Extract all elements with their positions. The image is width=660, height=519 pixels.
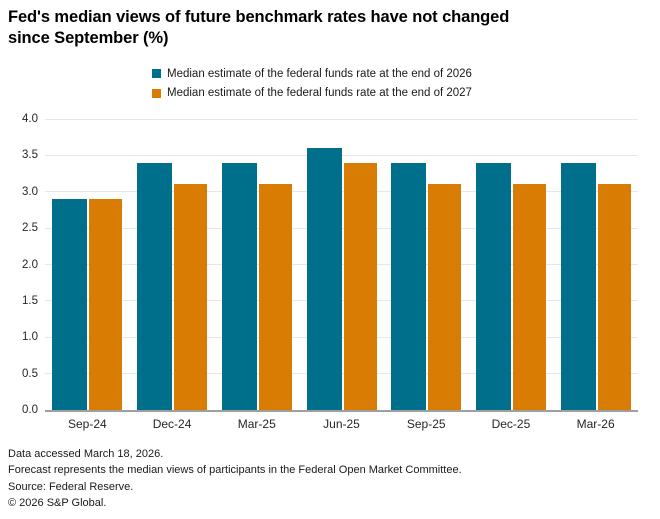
x-tick-label: Mar-26 — [576, 417, 615, 431]
legend: Median estimate of the federal funds rat… — [152, 64, 472, 103]
bar-s1-jun-25 — [343, 162, 377, 410]
footnote-data-accessed: Data accessed March 18, 2026. — [8, 448, 164, 460]
legend-swatch-icon — [152, 69, 161, 79]
footnote-forecast: Forecast represents the median views of … — [8, 464, 462, 476]
bar-s1-mar-26 — [597, 184, 631, 410]
x-tick-label: Dec-24 — [152, 417, 192, 431]
footnote-source: Source: Federal Reserve. — [8, 481, 134, 493]
legend-label: Median estimate of the federal funds rat… — [167, 87, 472, 100]
bar-s1-dec-24 — [174, 184, 208, 410]
gridline — [45, 227, 638, 229]
chart-title-line1: Fed's median views of future benchmark r… — [8, 8, 510, 26]
gridline — [45, 191, 638, 193]
y-tick-label: 0.0 — [22, 404, 38, 416]
gridline — [45, 336, 638, 338]
y-tick-label: 0.5 — [22, 367, 38, 380]
x-axis-line — [45, 410, 638, 412]
bar-s0-dec-25 — [475, 162, 511, 410]
y-tick-label: 2.5 — [22, 222, 38, 235]
gridline — [45, 300, 638, 302]
bar-s0-sep-25 — [391, 162, 427, 410]
gridline — [45, 264, 638, 265]
x-tick-label: Sep-25 — [406, 417, 446, 431]
bar-s1-mar-25 — [258, 184, 292, 410]
gridline — [45, 373, 638, 375]
gridline — [45, 118, 638, 120]
bar-s0-mar-25 — [221, 162, 257, 410]
y-tick-label: 1.0 — [22, 331, 38, 344]
chart-title-line2: since September (%) — [8, 29, 169, 47]
legend-label: Median estimate of the federal funds rat… — [167, 67, 472, 80]
bar-s0-jun-25 — [306, 148, 342, 410]
bar-s0-mar-26 — [560, 162, 596, 410]
legend-swatch-icon — [152, 88, 161, 98]
bar-s0-sep-24 — [52, 199, 88, 410]
legend-item-1: Median estimate of the federal funds rat… — [152, 84, 472, 104]
bar-s1-sep-25 — [428, 184, 462, 410]
y-tick-label: 3.5 — [22, 149, 38, 162]
y-tick-label: 2.0 — [22, 258, 38, 271]
x-tick-label: Dec-25 — [491, 417, 531, 431]
legend-item-0: Median estimate of the federal funds rat… — [152, 64, 472, 84]
y-tick-label: 1.5 — [22, 294, 38, 307]
x-tick-label: Sep-24 — [68, 417, 107, 431]
bar-s1-sep-24 — [89, 199, 123, 410]
x-tick-label: Jun-25 — [323, 417, 360, 431]
chart-title: Fed's median views of future benchmark r… — [8, 7, 553, 49]
gridline — [45, 154, 638, 156]
footnote-copyright: © 2026 S&P Global. — [8, 497, 107, 509]
y-tick-label: 4.0 — [22, 113, 38, 125]
y-tick-label: 3.0 — [22, 185, 38, 198]
bar-s0-dec-24 — [137, 162, 173, 410]
x-tick-label: Mar-25 — [237, 417, 276, 431]
bar-s1-dec-25 — [512, 184, 546, 410]
